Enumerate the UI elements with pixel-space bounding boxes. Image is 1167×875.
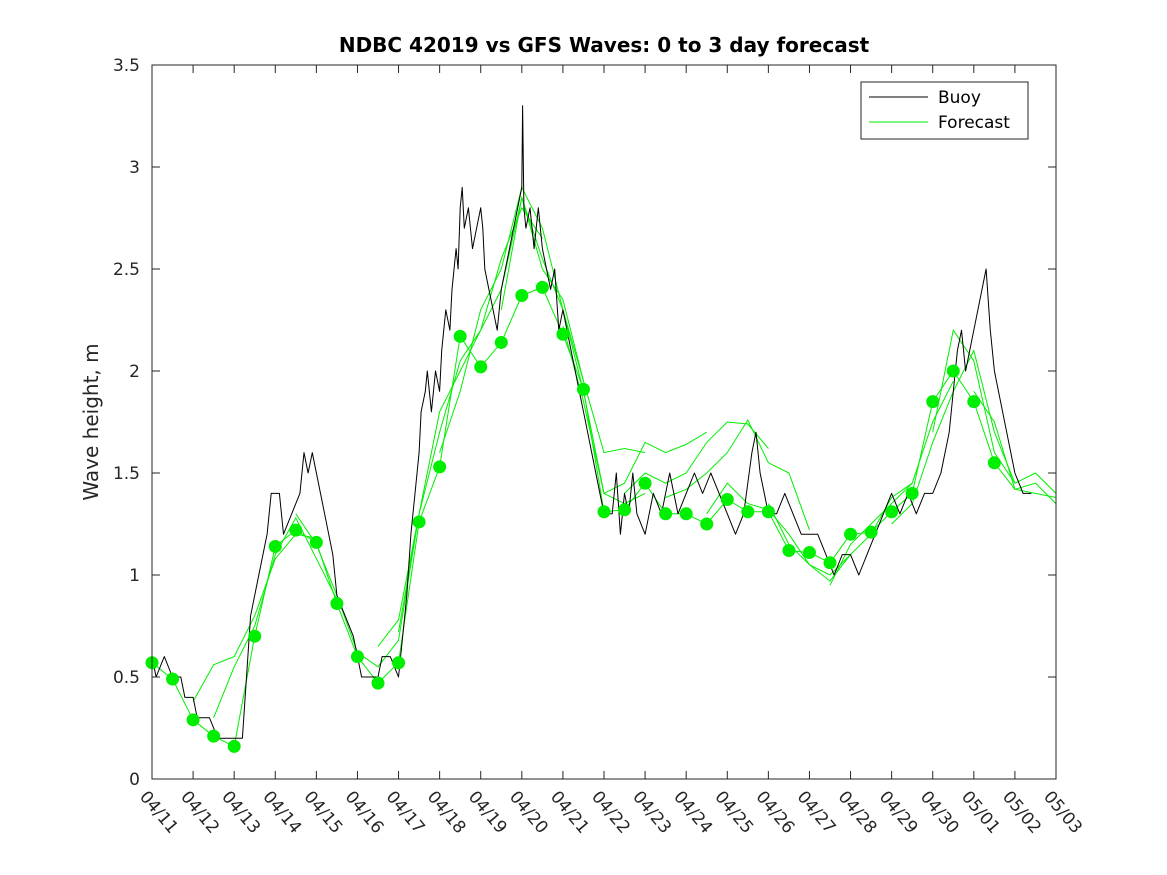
forecast-marker	[207, 729, 221, 743]
forecast-marker	[371, 676, 385, 690]
y-tick-label: 2	[129, 362, 140, 382]
forecast-marker	[802, 546, 816, 560]
forecast-marker	[967, 395, 981, 409]
y-tick-label: 0	[129, 770, 140, 790]
forecast-markers	[145, 280, 1001, 753]
forecast-run-line	[829, 380, 954, 586]
forecast-marker	[556, 327, 570, 341]
y-tick-label: 1.5	[113, 464, 140, 484]
y-tick-label: 2.5	[113, 260, 140, 280]
forecast-marker	[392, 656, 406, 670]
forecast-marker	[618, 503, 632, 517]
legend-box	[860, 81, 1029, 140]
forecast-marker	[474, 360, 488, 374]
forecast-marker	[679, 507, 693, 521]
forecast-marker	[535, 280, 549, 294]
forecast-marker	[905, 486, 919, 500]
forecast-marker	[268, 539, 282, 553]
forecast-marker	[515, 289, 529, 303]
y-axis: 0 0.5 1 1.5 2 2.5 3 3.5	[113, 56, 1056, 790]
forecast-marker	[720, 493, 734, 507]
y-tick-label: 1	[129, 566, 140, 586]
buoy-series-line	[151, 105, 1032, 739]
forecast-marker	[782, 544, 796, 558]
y-tick-label: 0.5	[113, 668, 140, 688]
plot-area	[152, 65, 1056, 779]
forecast-marker	[248, 629, 262, 643]
forecast-marker	[823, 556, 837, 570]
forecast-marker	[309, 535, 323, 549]
legend: Buoy Forecast	[860, 81, 1029, 140]
forecast-marker	[453, 329, 467, 343]
forecast-marker	[700, 517, 714, 531]
forecast-marker	[864, 525, 878, 539]
forecast-run-line	[439, 185, 584, 453]
forecast-marker	[987, 456, 1001, 470]
forecast-marker	[741, 505, 755, 519]
forecast-marker	[844, 527, 858, 541]
forecast-marker	[638, 476, 652, 490]
forecast-run-line	[377, 197, 523, 647]
forecast-run-line	[521, 197, 646, 454]
legend-buoy-label: Buoy	[938, 88, 981, 108]
forecast-run-line	[562, 325, 707, 495]
forecast-marker	[597, 505, 611, 519]
y-axis-label: Wave height, m	[79, 343, 103, 500]
forecast-marker	[926, 395, 940, 409]
y-tick-label: 3	[129, 158, 140, 178]
forecast-marker	[659, 507, 673, 521]
chart-title: NDBC 42019 vs GFS Waves: 0 to 3 day fore…	[339, 33, 870, 57]
forecast-marker	[494, 335, 508, 349]
forecast-marker	[576, 382, 590, 396]
forecast-marker	[330, 597, 344, 611]
forecast-marker	[433, 460, 447, 474]
forecast-run-line	[932, 328, 1057, 494]
forecast-run-line	[213, 516, 338, 718]
forecast-marker	[350, 650, 364, 664]
forecast-marker	[761, 505, 775, 519]
forecast-marker	[412, 515, 426, 529]
forecast-run-line	[624, 421, 769, 494]
forecast-run-line	[665, 418, 810, 531]
forecast-run-line	[706, 482, 851, 576]
forecast-marker	[166, 672, 180, 686]
forecast-marker	[289, 523, 303, 537]
y-tick-label: 3.5	[113, 56, 140, 76]
forecast-marker	[186, 713, 200, 727]
legend-forecast-label: Forecast	[938, 113, 1010, 133]
forecast-marker	[885, 505, 899, 519]
forecast-marker	[946, 364, 960, 378]
forecast-marker	[227, 739, 241, 753]
